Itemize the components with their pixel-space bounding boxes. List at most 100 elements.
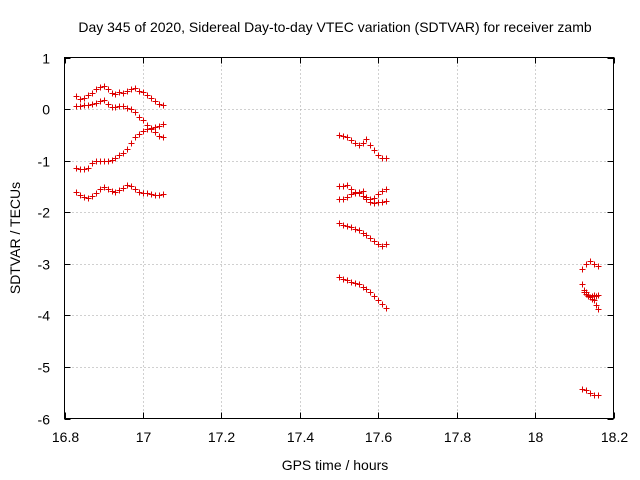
data-point xyxy=(160,191,167,198)
data-point xyxy=(73,165,80,172)
data-point xyxy=(81,194,88,201)
data-point xyxy=(148,126,155,133)
y-tick-label: -1 xyxy=(38,154,51,170)
data-point xyxy=(360,140,367,147)
data-point xyxy=(344,277,351,284)
data-point xyxy=(112,155,119,162)
data-point xyxy=(371,200,378,207)
data-point xyxy=(348,224,355,231)
data-point xyxy=(93,190,100,197)
series-s4 xyxy=(73,182,167,202)
x-axis-label: GPS time / hours xyxy=(282,457,389,473)
data-point xyxy=(383,186,390,193)
data-point xyxy=(85,195,92,202)
data-point xyxy=(85,165,92,172)
data-point xyxy=(348,137,355,144)
axis-ticks xyxy=(64,57,615,420)
data-point xyxy=(112,104,119,111)
data-point xyxy=(116,152,123,159)
data-point xyxy=(340,222,347,229)
data-point xyxy=(344,223,351,230)
data-point xyxy=(348,191,355,198)
data-point xyxy=(367,235,374,242)
data-point xyxy=(124,146,131,153)
data-point xyxy=(587,258,594,265)
data-point xyxy=(375,241,382,248)
data-point xyxy=(371,293,378,300)
data-point xyxy=(124,105,131,112)
data-point xyxy=(340,183,347,190)
data-point xyxy=(97,98,104,105)
data-point xyxy=(112,189,119,196)
data-point xyxy=(136,131,143,138)
data-point xyxy=(116,187,123,194)
data-point xyxy=(73,93,80,100)
data-point xyxy=(124,88,131,95)
data-point xyxy=(136,88,143,95)
data-point xyxy=(363,136,370,143)
data-point xyxy=(89,193,96,200)
series-s9 xyxy=(336,274,390,312)
data-point xyxy=(379,301,386,308)
data-point xyxy=(348,279,355,286)
data-point xyxy=(128,183,135,190)
grid xyxy=(64,57,614,419)
x-tick-labels: 16.8 17 17.2 17.4 17.6 17.8 18 18.2 xyxy=(52,429,628,445)
data-point xyxy=(128,86,135,93)
data-point xyxy=(379,199,386,206)
data-points xyxy=(73,83,602,399)
data-point xyxy=(356,227,363,234)
data-point xyxy=(89,90,96,97)
data-point xyxy=(152,124,159,131)
series-s8 xyxy=(336,220,390,250)
data-point xyxy=(160,121,167,128)
data-point xyxy=(591,261,598,268)
data-point xyxy=(344,134,351,141)
data-point xyxy=(595,392,602,399)
data-point xyxy=(367,289,374,296)
data-point xyxy=(85,102,92,109)
data-point xyxy=(340,133,347,140)
data-point xyxy=(132,85,139,92)
data-point xyxy=(363,286,370,293)
data-point xyxy=(89,101,96,108)
x-tick-label: 18.2 xyxy=(601,429,628,445)
series-s12 xyxy=(581,289,602,313)
data-point xyxy=(363,196,370,203)
y-tick-label: -3 xyxy=(38,257,51,273)
series-s7 xyxy=(336,190,390,207)
data-point xyxy=(383,198,390,205)
data-point xyxy=(148,191,155,198)
data-point xyxy=(156,133,163,140)
data-point xyxy=(371,238,378,245)
data-point xyxy=(375,297,382,304)
data-point xyxy=(101,97,108,104)
data-point xyxy=(120,90,127,97)
data-point xyxy=(105,86,112,93)
data-point xyxy=(160,102,167,109)
data-point xyxy=(579,281,586,288)
x-tick-label: 17 xyxy=(136,429,152,445)
data-point xyxy=(340,276,347,283)
data-point xyxy=(579,266,586,273)
data-point xyxy=(160,134,167,141)
data-point xyxy=(583,387,590,394)
data-point xyxy=(144,92,151,99)
chart-title: Day 345 of 2020, Sidereal Day-to-day VTE… xyxy=(78,19,591,35)
data-point xyxy=(156,123,163,130)
data-point xyxy=(579,386,586,393)
series-s5 xyxy=(336,132,390,162)
data-point xyxy=(344,194,351,201)
data-point xyxy=(81,166,88,173)
data-point xyxy=(352,140,359,147)
data-point xyxy=(360,193,367,200)
plot-frame xyxy=(64,57,614,419)
data-point xyxy=(356,142,363,149)
y-tick-label: 0 xyxy=(42,102,50,118)
y-tick-label: -4 xyxy=(38,308,51,324)
data-point xyxy=(356,281,363,288)
data-point xyxy=(383,241,390,248)
data-point xyxy=(336,132,343,139)
data-point xyxy=(595,292,602,299)
